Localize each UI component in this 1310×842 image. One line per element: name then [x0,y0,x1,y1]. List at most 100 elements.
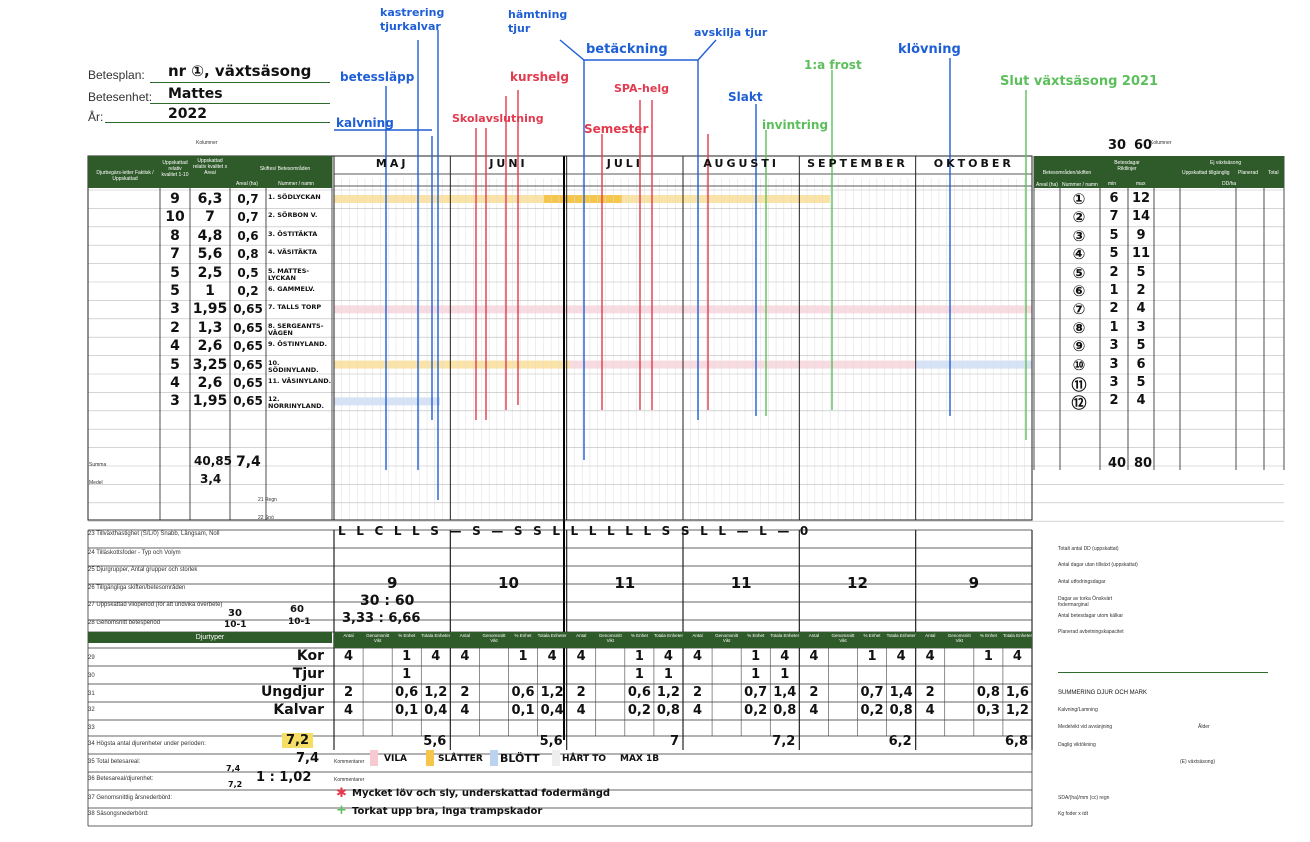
animal-val-0-5-0: 4 [925,649,935,664]
right-areal: Areal (ha) [1036,182,1058,188]
field-area-0: 0,7 [237,192,259,206]
row-30-label: 30 [88,673,95,679]
avg-fraction-bot: 10-1 [224,620,247,630]
max-period-0: 5,6 [423,734,447,749]
field-area-4: 0,5 [237,265,259,280]
animal-header-0-0: Antal [343,633,354,638]
animal-header-1-0: Antal [459,633,470,638]
month-label-1: JUNI [489,157,528,170]
animal-val-2-0-2: 0,6 [395,685,419,700]
right-row-max-0: 12 [1131,191,1151,206]
right-title-areas: Betesområden/skiften [1042,170,1092,176]
animal-header-2-1: Genomsnitt Vikt [598,633,622,643]
annotation-forst-frost: 1:a frost [804,58,862,72]
animal-val-2-0-0: 2 [344,685,354,700]
annotation-slut-vaxtsasong: Slut växtsäsong 2021 [1000,74,1159,89]
annotation-kalvning: kalvning [336,116,394,130]
legend-blott: BLÖTT [500,752,540,765]
field-q-4: 5 [170,264,180,281]
right-row-max-11: 4 [1136,393,1146,409]
main-frame [87,155,1033,521]
animal-val-2-4-3: 1,4 [889,685,913,700]
animal-header-2-3: Totala Enheter [653,633,683,638]
annotation-spahelg: SPA-helg [614,82,669,95]
animal-val-2-1-3: 1,2 [540,685,564,700]
max-period-3: 7,2 [772,734,796,749]
right-row-num-0: ① [1072,190,1086,208]
row-23-label: 23 Tillväxthastighet (S/L/0) Snabb, Lång… [88,531,220,537]
field-area-8: 0,65 [233,339,263,354]
col-header-kvalxareal: Uppskattad relativ kvalitet x Areal [192,158,228,176]
animal-val-0-1-3: 4 [547,649,557,664]
animal-val-2-1-2: 0,6 [511,685,535,700]
field-name-11: 12. NORRINYLAND. [268,395,325,411]
row-29-label: 29 [88,655,95,661]
max-period-2: 7 [669,734,679,749]
animal-val-2-5-3: 1,6 [1005,685,1029,700]
animal-header-1-3: Totala Enheter [537,633,567,638]
animal-val-3-1-0: 4 [460,703,470,718]
animal-val-0-0-0: 4 [344,649,354,664]
max-period-5: 6,8 [1004,734,1028,749]
field-name-7: 8. SERGEANTS-VÄGEN [268,321,324,337]
animal-val-0-2-3: 4 [663,649,673,664]
right-row-num-5: ⑥ [1072,282,1086,300]
annotation-semester: Semester [584,122,649,136]
legend-hart: HÅRT TO [562,754,607,764]
animal-header-5-1: Genomsnitt Vikt [947,633,971,643]
field-name-3: 4. VÄSITÄKTA [268,248,317,257]
animal-val-0-0-3: 4 [431,649,441,664]
animal-val-0-5-2: 1 [983,649,993,664]
note-red: Mycket löv och sly, underskattad fodermä… [352,788,611,799]
right-title-days: Betesdagar Riktlinjer [1114,160,1140,172]
animal-type-0: Kor [296,648,324,664]
field-qa-11: 1,95 [192,393,228,410]
right-header-bar [1034,156,1284,188]
field-q-3: 7 [170,246,180,263]
col-header-djur: Djurbegärs-letter Faktisk / Uppskattad [96,170,154,182]
betesplan-label: Betesplan: [88,68,145,82]
available-2: 11 [614,574,636,592]
right-row-num-10: ⑪ [1071,376,1087,394]
field-area-9: 0,65 [233,357,263,372]
area-fraction-bot: 7,2 [228,780,243,789]
right-row-min-6: 2 [1109,301,1119,317]
col-header-areal: Areal (ha) [236,181,258,187]
side-note-c: Antal utfodringsdagar [1058,579,1106,585]
avg-fraction2-bot: 10-1 [288,617,311,627]
animal-header-5-2: % Enhet [979,633,997,638]
max-units: 7,2 [282,733,314,748]
legend-slatter: SLÅTTER [438,754,483,764]
animal-header-4-1: Genomsnitt Vikt [831,633,855,643]
row-25-label: 25 Djurgrupper, Antal grupper och storle… [88,567,198,573]
avg-period: 3,33 : 6,66 [342,611,421,626]
highlight-band [916,360,1032,369]
max-period-4: 6,2 [888,734,912,749]
field-qa-4: 2,5 [197,264,223,281]
animal-val-2-3-3: 1,4 [773,685,797,700]
animal-val-3-3-2: 0,2 [744,703,768,718]
available-3: 11 [730,574,752,592]
field-name-0: 1. SÖDLYCKAN [268,193,321,201]
animal-type-2: Ungdjur [260,684,324,700]
highlight-band [570,360,1032,369]
animal-header-1-2: % Enhet [514,633,532,638]
field-name-9: 10. SÖDINYLAND. [268,358,319,374]
animal-val-0-1-2: 1 [518,649,528,664]
right-row-max-1: 14 [1131,209,1151,225]
animal-val-2-2-0: 2 [576,685,586,700]
legend-max: MAX 1B [620,754,660,764]
area-per-unit: 1 : 1,02 [256,770,312,785]
field-area-2: 0,6 [237,228,259,243]
month-label-5: OKTOBER [933,157,1014,170]
betesplan-value: nr ①, växtsäsong [168,62,312,80]
kommentarer-1: Kommentarer [334,759,365,765]
annotation-slakt: Slakt [728,90,763,104]
animal-val-2-3-0: 2 [693,685,703,700]
kommentarer-2: Kommentarer [334,777,365,783]
animal-val-3-4-0: 4 [809,703,819,718]
right-row-min-9: 3 [1109,356,1119,372]
max-period-1: 5,6 [539,734,563,749]
field-q-11: 3 [170,393,180,410]
animal-header-2-0: Antal [576,633,587,638]
